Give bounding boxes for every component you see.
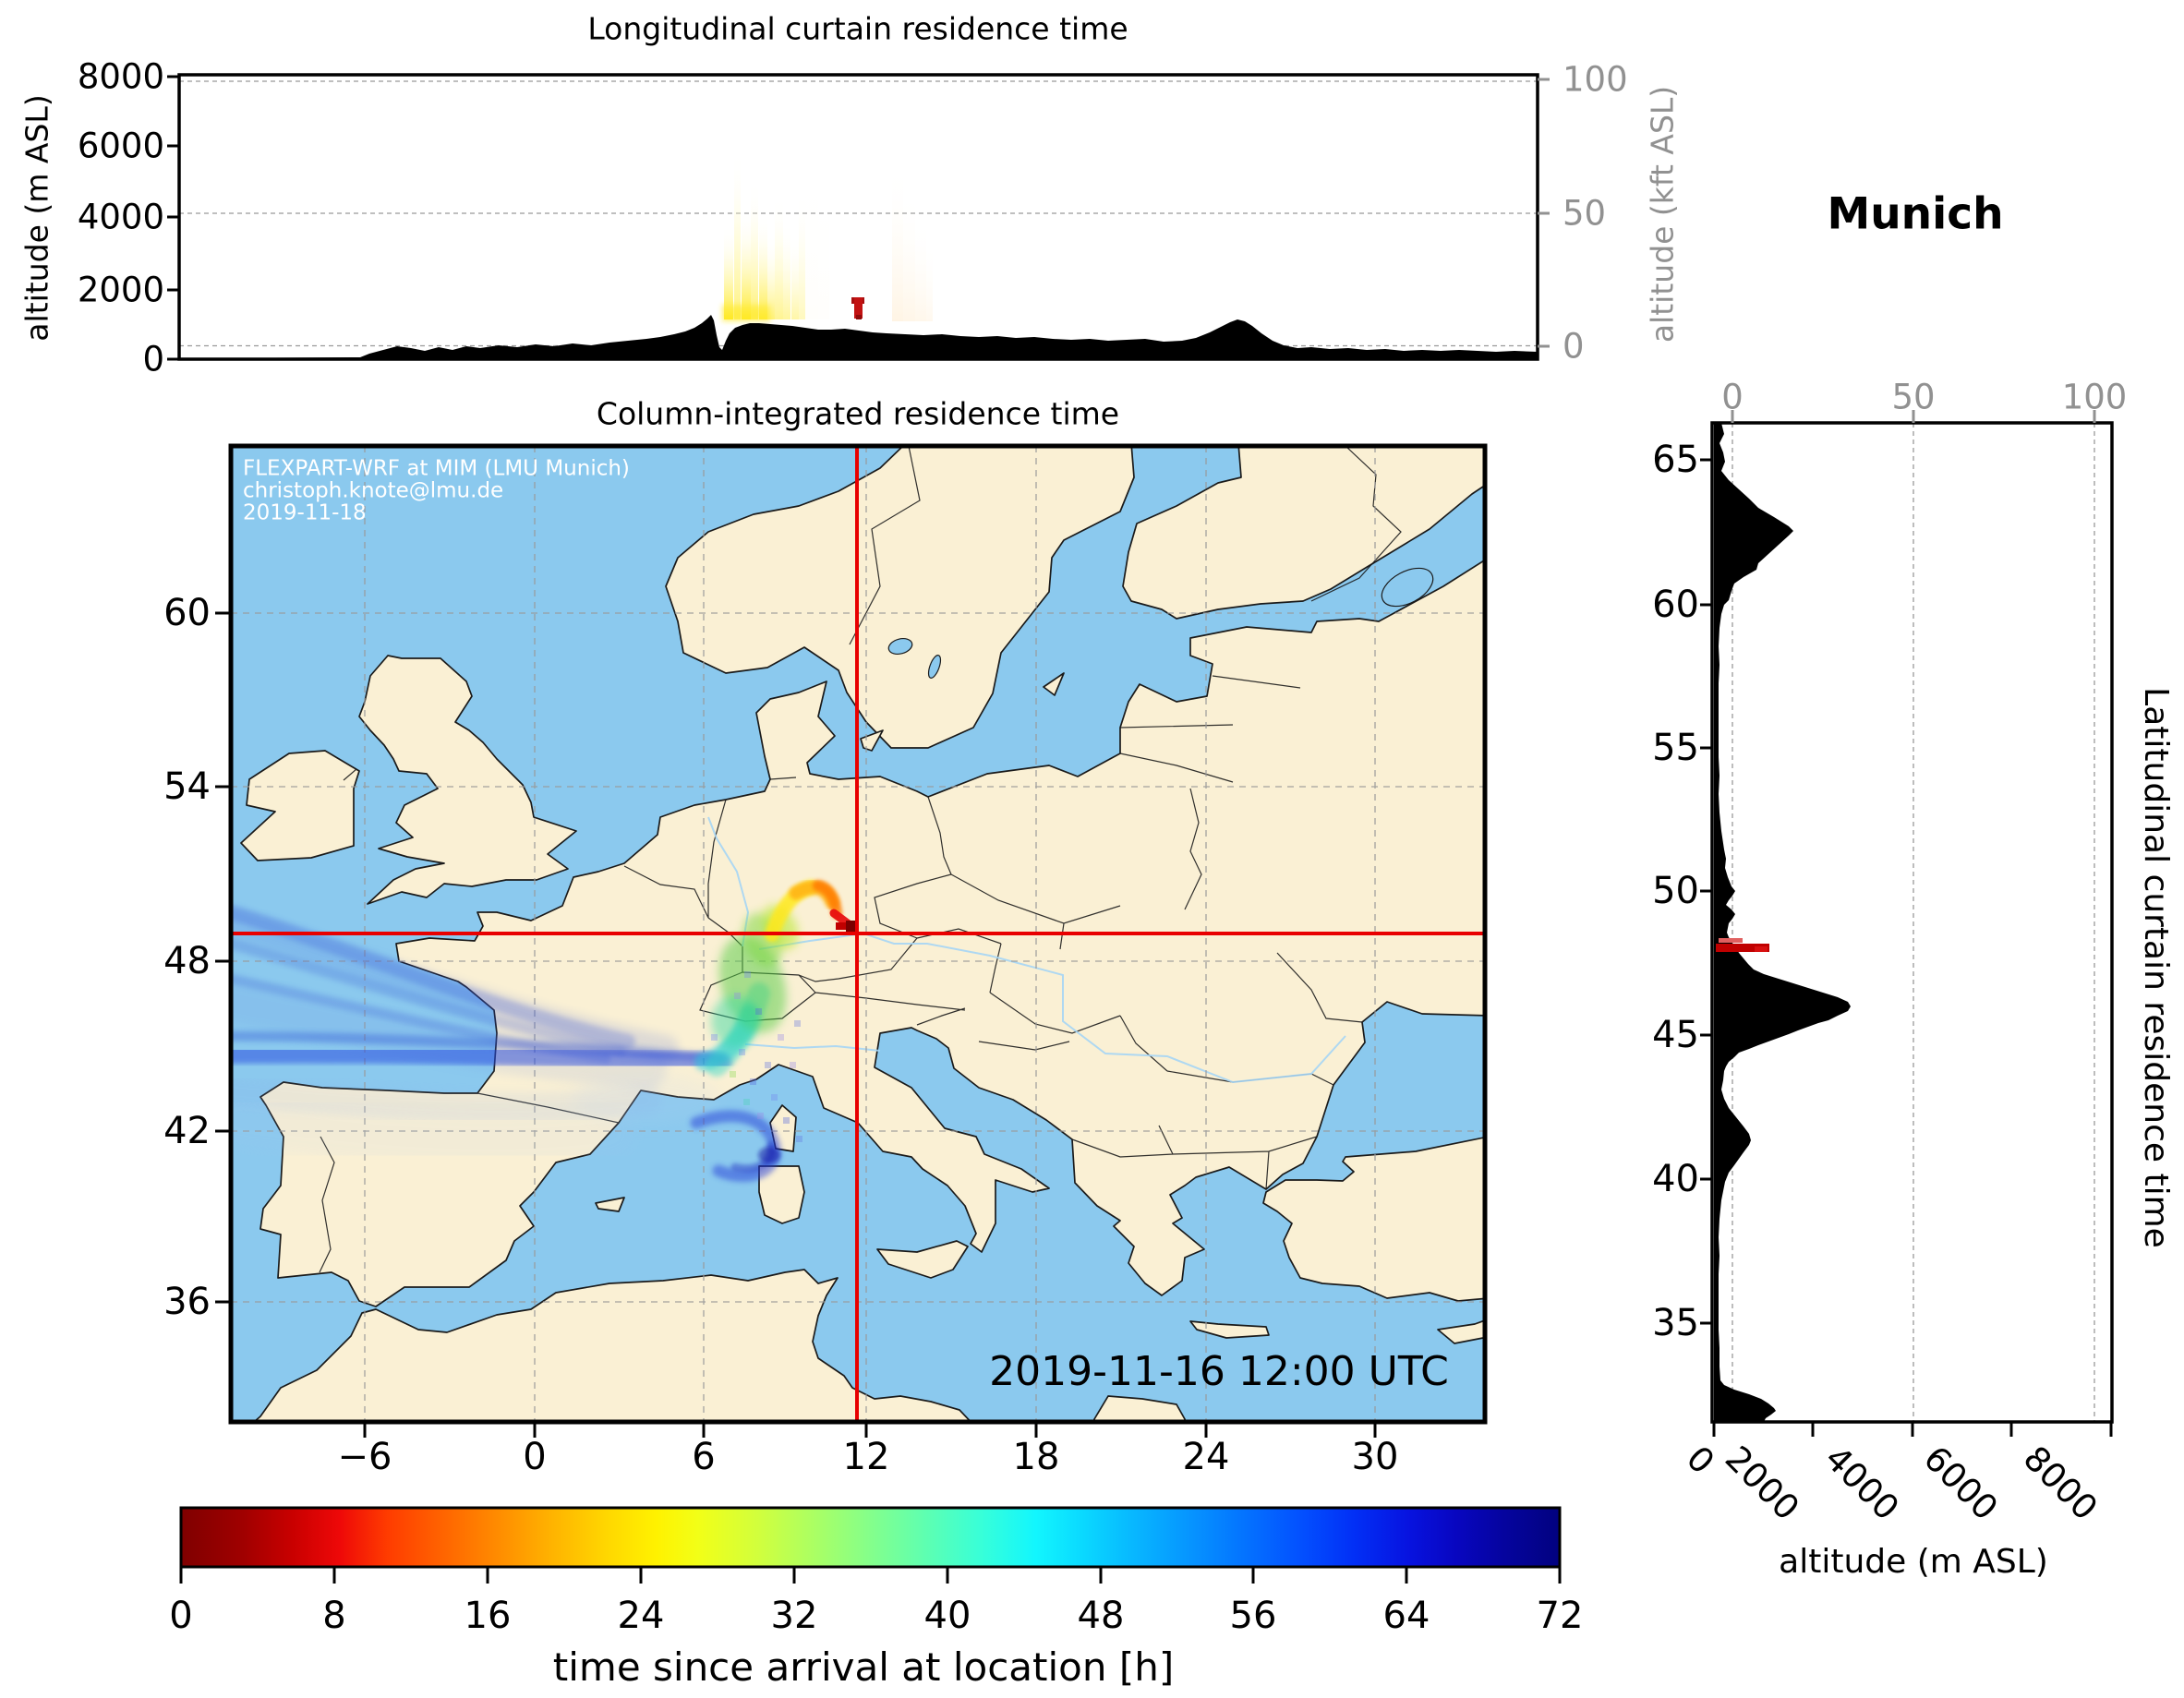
- watermark-line-1: FLEXPART-WRF at MIM (LMU Munich): [243, 456, 630, 481]
- right-ytick-65: 65: [1652, 439, 1699, 481]
- right-ytick-45: 45: [1652, 1014, 1699, 1056]
- map-xtick-18: 18: [1012, 1436, 1060, 1478]
- cb-tick-64: 64: [1382, 1595, 1430, 1637]
- map-xtick-0: 0: [523, 1436, 547, 1478]
- cb-tick-32: 32: [770, 1595, 818, 1637]
- cb-tick-48: 48: [1077, 1595, 1125, 1637]
- right-ytick-50: 50: [1652, 870, 1699, 912]
- map-xtick-24: 24: [1182, 1436, 1230, 1478]
- map-ytick-48: 48: [163, 940, 211, 982]
- cb-tick-40: 40: [923, 1595, 971, 1637]
- top-ytick-right-0: 0: [1563, 326, 1585, 367]
- right-xlabel: altitude (m ASL): [1779, 1543, 2048, 1581]
- cb-label: time since arrival at location [h]: [552, 1644, 1175, 1690]
- map-ytick-54: 54: [163, 765, 211, 808]
- cb-tick-8: 8: [322, 1595, 346, 1637]
- top-ytick-right-100: 100: [1563, 59, 1628, 100]
- right-xtick-top-0: 0: [1721, 377, 1744, 417]
- top-ytick-8000: 8000: [77, 56, 164, 97]
- right-xtick-6000: 6000: [1915, 1438, 2006, 1528]
- cb-tick-72: 72: [1536, 1595, 1584, 1637]
- receptor-name: Munich: [1827, 188, 2004, 240]
- top-ytick-4000: 4000: [77, 197, 164, 237]
- right-xtick-top-100: 100: [2061, 377, 2128, 417]
- right-xtick-0: 0: [1678, 1438, 1722, 1482]
- map-timestamp: 2019-11-16 12:00 UTC: [989, 1348, 1449, 1395]
- right-panel-title: Latitudinal curtain residence time: [2137, 687, 2175, 1248]
- map-ytick-42: 42: [163, 1110, 211, 1152]
- cb-tick-0: 0: [169, 1595, 193, 1637]
- top-panel-ylabel-left: altitude (m ASL): [18, 94, 55, 342]
- right-ytick-40: 40: [1652, 1158, 1699, 1200]
- map-ytick-60: 60: [163, 592, 211, 634]
- cb-tick-16: 16: [464, 1595, 512, 1637]
- top-ytick-0: 0: [142, 339, 164, 379]
- top-ytick-2000: 2000: [77, 270, 164, 310]
- map-ytick-36: 36: [163, 1281, 211, 1323]
- top-panel-title: Longitudinal curtain residence time: [587, 10, 1128, 47]
- cb-tick-56: 56: [1229, 1595, 1277, 1637]
- top-ytick-right-50: 50: [1563, 193, 1607, 234]
- right-xtick-top-50: 50: [1891, 377, 1936, 417]
- right-ytick-60: 60: [1652, 584, 1699, 626]
- map-xtick--6: −6: [337, 1436, 392, 1478]
- right-ytick-55: 55: [1652, 727, 1699, 769]
- right-xtick-8000: 8000: [2015, 1438, 2106, 1528]
- top-panel-ylabel-right: altitude (kft ASL): [1644, 85, 1681, 343]
- watermark-line-3: 2019-11-18: [243, 500, 367, 525]
- top-ytick-6000: 6000: [77, 126, 164, 166]
- cb-tick-24: 24: [617, 1595, 665, 1637]
- right-xtick-2000: 2000: [1717, 1438, 1807, 1528]
- map-title: Column-integrated residence time: [596, 395, 1120, 432]
- right-xtick-4000: 4000: [1816, 1438, 1907, 1528]
- right-ytick-35: 35: [1652, 1302, 1699, 1344]
- map-xtick-12: 12: [842, 1436, 890, 1478]
- map-xtick-6: 6: [692, 1436, 716, 1478]
- map-xtick-30: 30: [1351, 1436, 1399, 1478]
- watermark-line-2: christoph.knote@lmu.de: [243, 478, 504, 503]
